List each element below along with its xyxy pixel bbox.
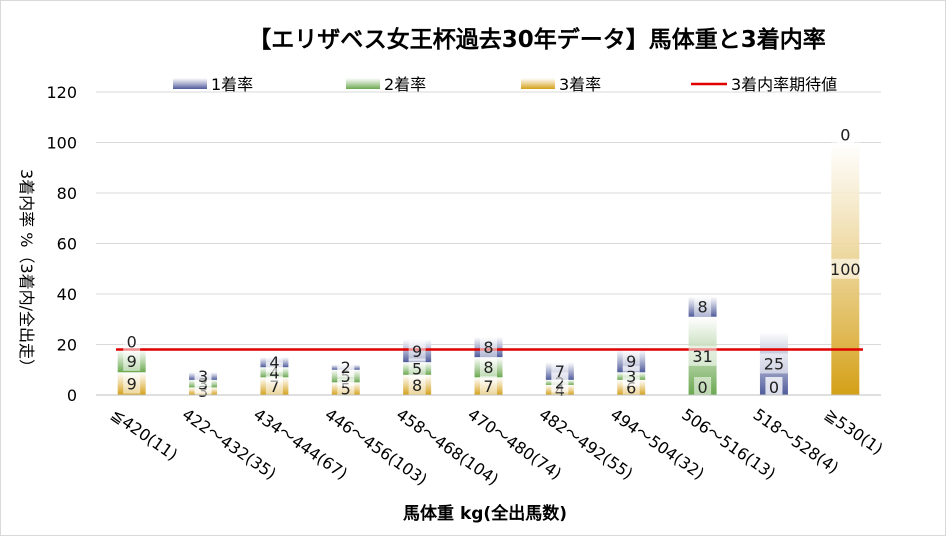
data-label-bg: [408, 358, 426, 379]
data-label-3: 9: [127, 375, 137, 394]
legend-swatch-1: [173, 78, 207, 89]
data-label-3: 5: [341, 380, 351, 399]
data-label-1: 8: [697, 298, 707, 317]
bars: [117, 142, 860, 395]
data-label-2: 3: [626, 367, 636, 386]
data-label-2: 5: [412, 359, 422, 378]
data-label-1: 25: [764, 354, 784, 373]
data-label-3: 7: [483, 377, 493, 396]
x-tick-label: ≧530(1): [821, 405, 886, 459]
x-axis-title: 馬体重 kg(全出馬数): [403, 503, 567, 524]
data-label-2: 9: [127, 352, 137, 371]
data-label-bg: [194, 366, 212, 387]
data-label-2: 4: [269, 363, 279, 382]
data-label-2: 2: [555, 373, 565, 392]
data-label-bg: [551, 361, 569, 382]
data-label-1: 8: [483, 338, 493, 357]
data-label-3: 6: [626, 378, 636, 397]
data-label-bg: [622, 366, 640, 387]
data-label-1: 4: [269, 353, 279, 372]
y-tick-label: 80: [57, 184, 77, 203]
data-label-1: 2: [341, 358, 351, 377]
data-label-bg: [480, 357, 497, 378]
data-label-bg: [408, 340, 426, 361]
x-tick-label: ≦420(11): [107, 405, 181, 465]
data-label-bg: [836, 124, 854, 145]
y-tick-label: 0: [67, 386, 77, 405]
y-axis-title: 3着内率 %（3着内/全出走）: [17, 169, 36, 375]
data-label-bg: [622, 350, 640, 371]
x-axis: ≦420(11)422～432(35)434～444(67)446～456(10…: [96, 394, 886, 489]
data-label-bg: [265, 352, 283, 373]
y-tick-label: 60: [57, 235, 77, 254]
y-tick-label: 120: [46, 83, 77, 102]
data-label-bg: [480, 376, 497, 397]
legend-swatch-2: [346, 78, 380, 89]
data-label-bg: [123, 331, 141, 352]
data-label-bg: [765, 377, 783, 397]
data-label-bg: [759, 353, 788, 374]
legend-label-3: 3着率: [559, 75, 601, 94]
y-tick-label: 100: [46, 134, 77, 153]
legend-label-reference: 3着内率期待値: [731, 75, 837, 94]
legend: 1着率 2着率 3着率 3着内率期待値: [173, 75, 837, 94]
data-labels: 9903337445528597884276390318002510000: [123, 124, 865, 402]
data-label-1: 0: [127, 333, 137, 352]
data-label-bg: [337, 357, 355, 378]
legend-label-2: 2着率: [384, 75, 426, 94]
data-label-bg: [123, 350, 141, 371]
data-label-bg: [123, 373, 141, 394]
legend-swatch-3: [521, 78, 555, 89]
data-label-bg: [694, 377, 712, 397]
data-label-1: 9: [626, 352, 636, 371]
data-label-bg: [688, 345, 717, 366]
y-tick-label: 20: [57, 336, 77, 355]
data-label-3: 7: [269, 377, 279, 396]
data-label-3: 0: [697, 378, 707, 397]
data-label-bg: [694, 296, 712, 317]
y-axis: 0 20 40 60 80 100 120: [46, 83, 77, 405]
data-label-2: 8: [483, 358, 493, 377]
data-label-1: 9: [412, 342, 422, 361]
data-label-1: 7: [555, 362, 565, 381]
y-tick-label: 40: [57, 285, 77, 304]
chart-title: 【エリザベス女王杯過去30年データ】馬体重と3着内率: [248, 26, 825, 53]
data-label-3: 8: [412, 376, 422, 395]
data-label-2: 31: [692, 347, 712, 366]
data-label-1: 3: [198, 367, 208, 386]
data-label-bg: [825, 258, 865, 279]
data-label-1: 0: [840, 126, 850, 145]
data-label-bg: [480, 337, 497, 358]
data-label-bg: [408, 374, 426, 395]
data-label-3: 100: [830, 260, 861, 279]
legend-label-1: 1着率: [211, 75, 253, 94]
data-label-2: 0: [769, 378, 779, 397]
